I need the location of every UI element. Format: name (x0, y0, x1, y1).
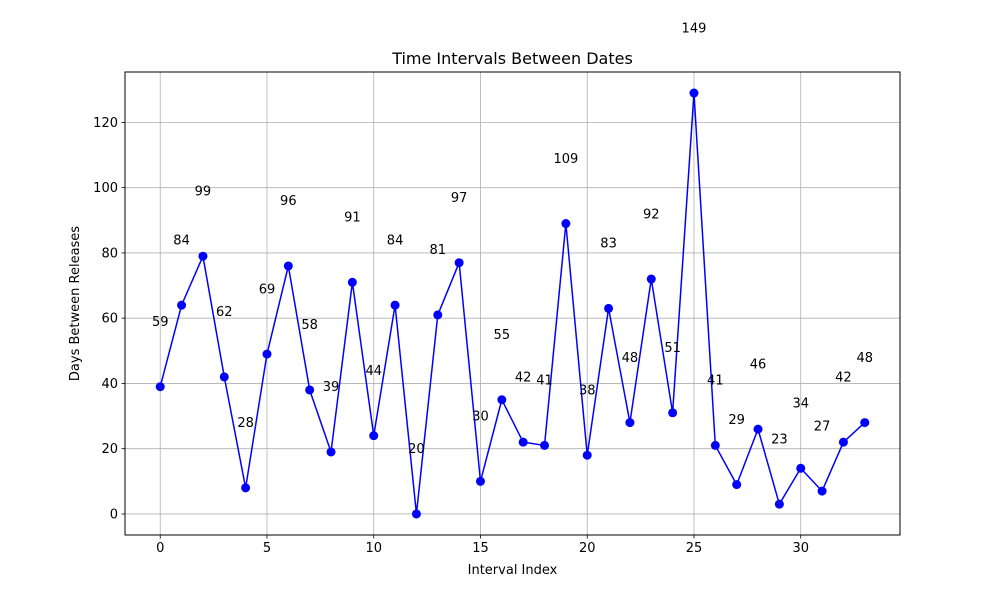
y-axis-label: Days Between Releases (68, 226, 83, 381)
data-point (774, 499, 784, 509)
data-point (326, 447, 336, 457)
data-label: 39 (323, 380, 340, 395)
data-label: 84 (173, 233, 190, 248)
data-point (668, 408, 678, 418)
chart-title: Time Intervals Between Dates (391, 49, 633, 68)
data-annotations: 59 84 99 62 28 69 96 58 39 91 44 84 20 81 97 30 55 42 41 10… (152, 21, 873, 457)
data-label: 51 (664, 341, 681, 356)
data-point (625, 418, 635, 428)
data-point (262, 349, 272, 359)
data-point (561, 219, 571, 229)
data-label: 42 (835, 370, 852, 385)
data-label: 149 (682, 21, 707, 36)
data-point (518, 437, 528, 447)
data-label: 48 (856, 351, 873, 366)
y-tick-label: 60 (101, 312, 118, 327)
data-point (860, 418, 870, 428)
data-label: 46 (750, 357, 767, 372)
data-label: 41 (536, 374, 553, 389)
data-label: 29 (728, 413, 745, 428)
data-label: 44 (365, 364, 382, 379)
data-point (817, 486, 827, 496)
x-tick-label: 20 (579, 541, 596, 556)
data-label: 48 (622, 351, 639, 366)
data-point (582, 450, 592, 460)
data-label: 99 (195, 184, 212, 199)
plot-frame (124, 71, 901, 536)
data-point (710, 440, 720, 450)
data-label: 96 (280, 194, 297, 209)
x-tick-label: 15 (472, 541, 489, 556)
data-point (497, 395, 507, 405)
data-label: 30 (472, 410, 489, 425)
data-label: 27 (814, 419, 831, 434)
data-point (454, 258, 464, 268)
data-point (241, 483, 251, 493)
data-label: 58 (301, 318, 318, 333)
data-label: 23 (771, 432, 788, 447)
data-label: 28 (237, 416, 254, 431)
x-tick-label: 30 (792, 541, 809, 556)
x-tick-label: 0 (156, 541, 164, 556)
data-point (838, 437, 848, 447)
data-point (433, 310, 443, 320)
x-tick-label: 10 (365, 541, 382, 556)
data-label: 59 (152, 315, 169, 330)
x-tick-label: 25 (686, 541, 703, 556)
data-point (646, 274, 656, 284)
data-label: 92 (643, 207, 660, 222)
data-point (732, 480, 742, 490)
data-point (219, 372, 229, 382)
x-tick-label: 5 (263, 541, 271, 556)
data-point (390, 300, 400, 310)
data-point (753, 424, 763, 434)
data-label: 34 (792, 397, 809, 412)
y-tick-label: 120 (93, 116, 118, 131)
series-line (159, 92, 866, 515)
y-tick-label: 40 (101, 377, 118, 392)
data-label: 83 (600, 237, 617, 252)
data-label: 109 (553, 152, 578, 167)
data-point (604, 303, 614, 313)
plot-area (125, 72, 900, 535)
data-label: 69 (259, 282, 276, 297)
y-tick-label: 20 (101, 442, 118, 457)
data-point (283, 261, 293, 271)
data-point (796, 463, 806, 473)
data-markers (155, 88, 870, 519)
grid-lines (125, 72, 900, 535)
y-tick-label: 0 (110, 507, 118, 522)
data-point (177, 300, 187, 310)
data-label: 84 (387, 233, 404, 248)
data-point (155, 382, 165, 392)
data-label: 20 (408, 442, 425, 457)
data-label: 38 (579, 383, 596, 398)
axis-ticks: 0 5 10 15 20 25 30 0 20 40 60 80 100 120 (93, 116, 809, 556)
data-point (347, 277, 357, 287)
data-point (411, 509, 421, 519)
data-point (689, 88, 699, 98)
data-point (198, 251, 208, 261)
data-label: 91 (344, 211, 361, 226)
data-label: 55 (494, 328, 511, 343)
data-label: 41 (707, 374, 724, 389)
data-label: 97 (451, 191, 468, 206)
y-tick-label: 100 (93, 181, 118, 196)
data-point (540, 440, 550, 450)
data-label: 81 (430, 243, 447, 258)
data-series (159, 92, 866, 515)
data-label: 42 (515, 370, 532, 385)
y-tick-label: 80 (101, 246, 118, 261)
x-axis-label: Interval Index (468, 563, 558, 578)
data-point (305, 385, 315, 395)
data-point (475, 476, 485, 486)
data-label: 62 (216, 305, 233, 320)
data-point (369, 431, 379, 441)
